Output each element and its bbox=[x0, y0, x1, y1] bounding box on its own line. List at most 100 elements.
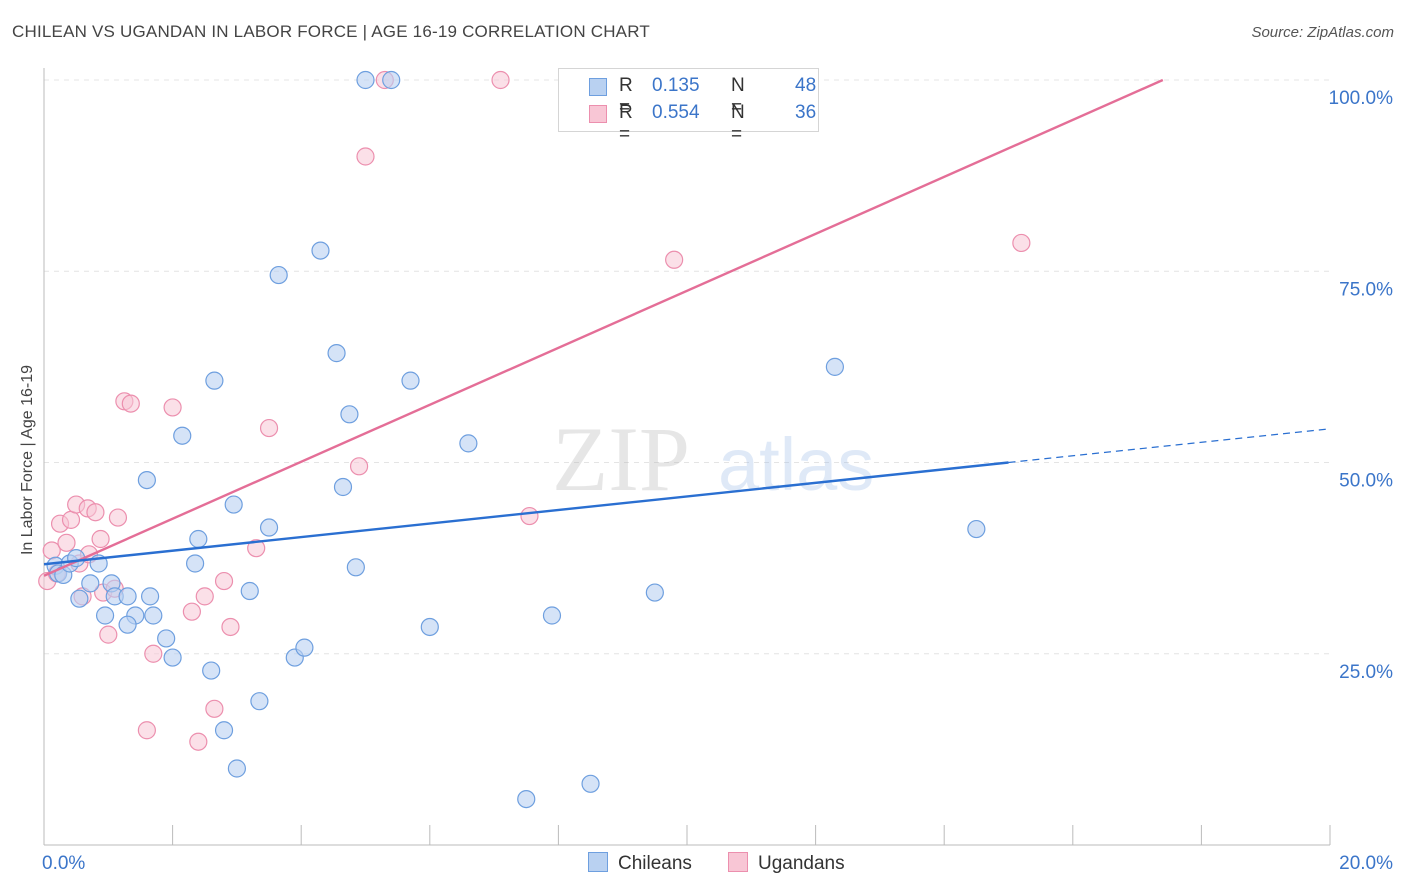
ugandans-point-23 bbox=[189, 732, 208, 751]
chileans-point-30 bbox=[269, 265, 288, 285]
y-tick-label-75: 75.0% bbox=[1339, 279, 1393, 300]
chileans-point-28 bbox=[250, 692, 269, 711]
bottom-legend-ugandans: Ugandans bbox=[728, 852, 845, 875]
ugandans-point-30 bbox=[349, 457, 369, 476]
y-tick-label-25: 25.0% bbox=[1339, 662, 1393, 683]
chileans-point-6 bbox=[81, 574, 100, 593]
ugandans-point-28 bbox=[259, 418, 279, 438]
watermark-atlas: atlas bbox=[718, 423, 874, 506]
chileans-point-39 bbox=[382, 70, 401, 90]
ugandans-r-label: R = bbox=[619, 102, 633, 145]
chileans-point-43 bbox=[517, 789, 536, 809]
y-tick-label-100: 100.0% bbox=[1329, 88, 1394, 109]
chileans-point-24 bbox=[214, 721, 234, 740]
ugandans-point-31 bbox=[356, 147, 375, 166]
chileans-point-27 bbox=[240, 581, 259, 601]
chileans-point-40 bbox=[401, 371, 420, 390]
chileans-n-value: 48 bbox=[795, 75, 817, 96]
chileans-point-32 bbox=[295, 638, 314, 657]
ugandans-point-19 bbox=[144, 644, 163, 663]
ugandans-swatch bbox=[589, 105, 607, 123]
chileans-point-42 bbox=[459, 434, 478, 453]
chileans-point-29 bbox=[259, 518, 279, 537]
ugandans-n-value: 36 bbox=[795, 102, 817, 123]
x-tick-label-max: 20.0% bbox=[1339, 853, 1393, 874]
chileans-point-19 bbox=[173, 426, 192, 445]
chileans-point-21 bbox=[189, 529, 208, 549]
tick-labels: 25.0% 50.0% 75.0% 100.0% 0.0% 20.0% bbox=[42, 88, 1393, 874]
ugandans-point-12 bbox=[91, 529, 110, 549]
ugandans-point-4 bbox=[57, 533, 76, 552]
chileans-point-15 bbox=[140, 587, 160, 606]
watermark-zip: ZIP bbox=[552, 408, 690, 510]
ugandans-point-20 bbox=[137, 721, 156, 740]
chileans-point-37 bbox=[346, 558, 365, 577]
chileans-point-10 bbox=[118, 587, 137, 606]
bottom-ugandans-label: Ugandans bbox=[758, 853, 845, 874]
grid-lines bbox=[44, 79, 1330, 655]
chileans-point-34 bbox=[327, 344, 346, 363]
y-tick-label-50: 50.0% bbox=[1339, 471, 1393, 492]
chileans-point-12 bbox=[95, 606, 115, 625]
ugandans-n-label: N = bbox=[731, 102, 745, 145]
chileans-point-20 bbox=[186, 554, 205, 573]
chileans-point-47 bbox=[825, 357, 844, 376]
ugandans-point-16 bbox=[108, 508, 128, 527]
chileans-point-35 bbox=[333, 477, 353, 497]
bottom-legend-chileans: Chileans bbox=[588, 852, 692, 875]
ugandans-point-11 bbox=[86, 503, 105, 522]
ugandans-r-value: 0.554 bbox=[652, 102, 700, 123]
chileans-point-14 bbox=[137, 470, 156, 490]
chileans-point-26 bbox=[227, 759, 246, 778]
ugandans-point-26 bbox=[214, 571, 234, 591]
ugandans-trend-line bbox=[43, 78, 1164, 577]
watermark: ZIP atlas bbox=[552, 408, 874, 510]
bottom-chileans-swatch bbox=[588, 852, 608, 872]
chileans-points bbox=[46, 70, 986, 809]
ugandans-point-14 bbox=[99, 625, 118, 644]
chileans-point-13 bbox=[118, 615, 137, 634]
chileans-point-33 bbox=[311, 241, 330, 260]
chileans-point-46 bbox=[645, 583, 664, 602]
chileans-point-16 bbox=[144, 606, 163, 625]
stats-legend: R = 0.135 N = 48 R = 0.554 N = 36 bbox=[558, 68, 819, 145]
chileans-point-17 bbox=[157, 629, 176, 648]
chileans-point-38 bbox=[356, 70, 375, 90]
ugandans-point-36 bbox=[1012, 233, 1031, 253]
chileans-r-value: 0.135 bbox=[652, 75, 700, 96]
chileans-point-36 bbox=[340, 405, 359, 424]
ugandans-points bbox=[38, 70, 1031, 751]
chileans-n-label: N = bbox=[731, 75, 745, 118]
chileans-point-48 bbox=[967, 519, 986, 539]
x-tick-label-min: 0.0% bbox=[42, 853, 85, 874]
ugandans-point-25 bbox=[205, 699, 224, 718]
ugandans-point-35 bbox=[665, 250, 684, 269]
ugandans-point-29 bbox=[247, 539, 266, 558]
bottom-chileans-label: Chileans bbox=[618, 853, 692, 874]
chileans-point-45 bbox=[581, 774, 600, 793]
ugandans-point-24 bbox=[195, 587, 214, 606]
ugandans-point-22 bbox=[182, 602, 201, 621]
ugandans-point-21 bbox=[163, 398, 182, 417]
chileans-swatch bbox=[589, 78, 607, 96]
chileans-point-23 bbox=[205, 371, 224, 390]
chileans-point-41 bbox=[420, 617, 439, 637]
chart-title: CHILEAN VS UGANDAN IN LABOR FORCE | AGE … bbox=[12, 22, 650, 41]
chileans-point-25 bbox=[224, 495, 243, 514]
axes bbox=[43, 68, 1331, 846]
chileans-point-44 bbox=[542, 606, 562, 625]
ugandans-point-5 bbox=[61, 510, 81, 529]
chileans-point-5 bbox=[70, 589, 89, 608]
bottom-ugandans-swatch bbox=[728, 852, 748, 872]
ugandans-point-27 bbox=[221, 617, 240, 637]
ugandans-point-34 bbox=[520, 506, 539, 526]
chileans-point-18 bbox=[163, 648, 182, 667]
chileans-trend-line bbox=[43, 461, 1009, 566]
trend-lines bbox=[43, 78, 1331, 577]
ugandans-point-18 bbox=[121, 394, 140, 413]
chileans-trend-extension bbox=[1008, 428, 1331, 464]
source-credit: Source: ZipAtlas.com bbox=[1251, 24, 1394, 41]
chileans-r-label: R = bbox=[619, 75, 633, 118]
chileans-point-22 bbox=[202, 661, 221, 680]
